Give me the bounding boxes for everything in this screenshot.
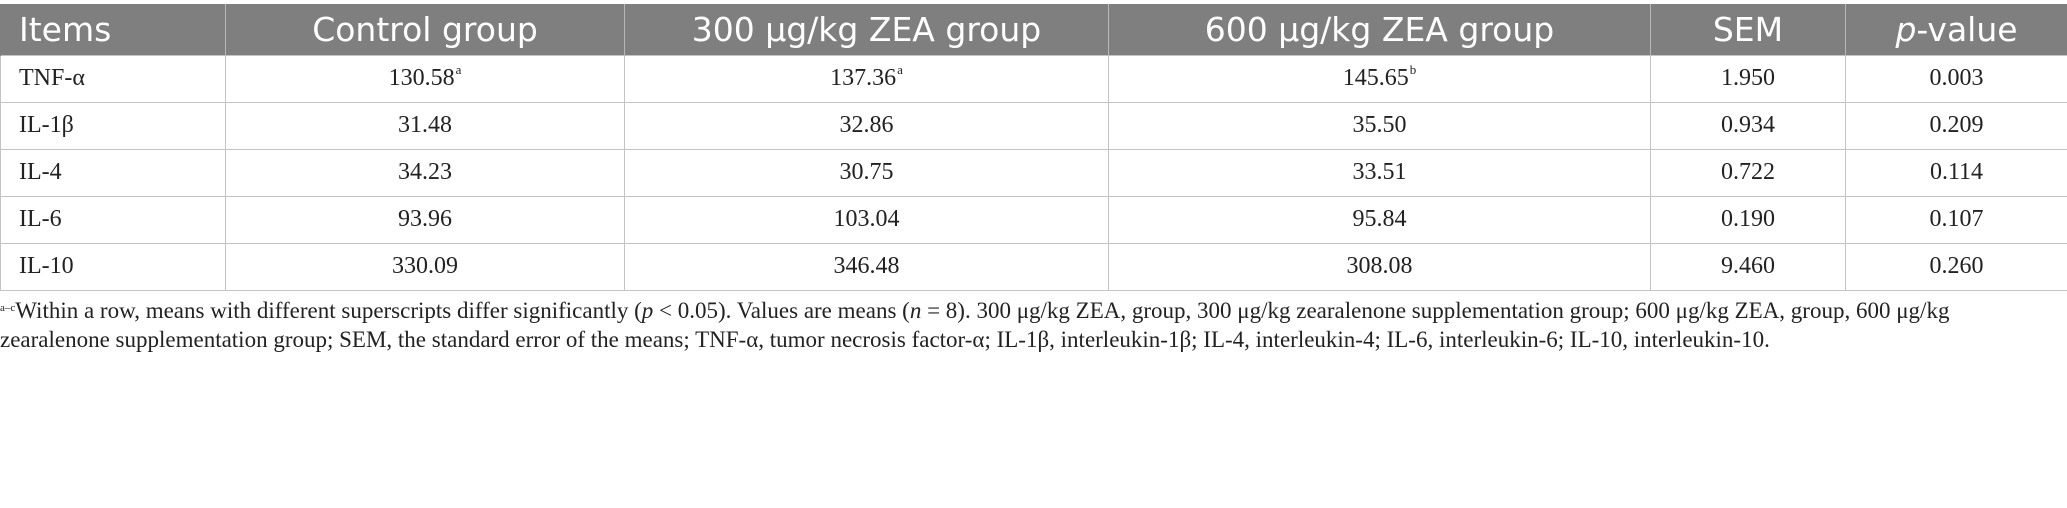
cell-superscript: b (1409, 62, 1417, 77)
cell-zea600: 145.65b (1108, 54, 1651, 103)
footnote-p-italic: p (641, 298, 654, 323)
footnote-text-2: < 0.05). Values are means ( (653, 298, 910, 323)
cell-value: 130.58 (388, 65, 455, 91)
header-sem: SEM (1650, 4, 1846, 55)
cell-control: 93.96 (225, 195, 625, 244)
cell-sem: 9.460 (1650, 242, 1846, 291)
header-items: Items (0, 4, 226, 55)
cell-p-value: 0.114 (1845, 148, 2067, 197)
cell-sem: 0.722 (1650, 148, 1846, 197)
cell-p-value: 0.209 (1845, 101, 2067, 150)
table-row: IL-6 93.96 103.04 95.84 0.190 0.107 (0, 195, 2067, 244)
cytokine-table: Items Control group 300 μg/kg ZEA group … (0, 4, 2067, 291)
table-body: TNF-α 130.58a 137.36a 145.65b 1.950 0.00… (0, 54, 2067, 291)
cell-item: TNF-α (0, 54, 226, 103)
header-p-value: p-value (1845, 4, 2067, 55)
data-table-container: Items Control group 300 μg/kg ZEA group … (0, 4, 2067, 291)
cell-sem: 0.190 (1650, 195, 1846, 244)
header-p-italic: p (1895, 9, 1917, 49)
cell-superscript: a (897, 62, 903, 77)
header-300-zea-group: 300 μg/kg ZEA group (624, 4, 1109, 55)
cell-zea600: 308.08 (1108, 242, 1651, 291)
footnote-text-1: Within a row, means with different super… (15, 298, 642, 323)
table-footnote: a–cWithin a row, means with different su… (0, 296, 2030, 354)
cell-value: 137.36 (830, 65, 897, 91)
cell-item: IL-6 (0, 195, 226, 244)
header-control-group: Control group (225, 4, 625, 55)
cell-item: IL-4 (0, 148, 226, 197)
cell-zea300: 346.48 (624, 242, 1109, 291)
cell-control: 34.23 (225, 148, 625, 197)
header-row: Items Control group 300 μg/kg ZEA group … (0, 4, 2067, 55)
cell-control: 130.58a (225, 54, 625, 103)
table-row: TNF-α 130.58a 137.36a 145.65b 1.950 0.00… (0, 54, 2067, 103)
cell-p-value: 0.260 (1845, 242, 2067, 291)
cell-p-value: 0.107 (1845, 195, 2067, 244)
cell-zea600: 33.51 (1108, 148, 1651, 197)
cell-item: IL-1β (0, 101, 226, 150)
table-row: IL-1β 31.48 32.86 35.50 0.934 0.209 (0, 101, 2067, 150)
cell-control: 31.48 (225, 101, 625, 150)
cell-sem: 0.934 (1650, 101, 1846, 150)
footnote-text-3: = 8). 300 μg/kg ZEA, group, 300 μg/kg ze… (0, 298, 1950, 352)
cell-zea300: 137.36a (624, 54, 1109, 103)
cell-zea300: 32.86 (624, 101, 1109, 150)
cell-zea300: 103.04 (624, 195, 1109, 244)
header-p-rest: -value (1916, 9, 2018, 49)
footnote-n-italic: n (909, 298, 922, 323)
cell-control: 330.09 (225, 242, 625, 291)
table-row: IL-4 34.23 30.75 33.51 0.722 0.114 (0, 148, 2067, 197)
cell-zea600: 35.50 (1108, 101, 1651, 150)
cell-item: IL-10 (0, 242, 226, 291)
cell-p-value: 0.003 (1845, 54, 2067, 103)
cell-zea300: 30.75 (624, 148, 1109, 197)
cell-superscript: a (455, 62, 462, 77)
header-600-zea-group: 600 μg/kg ZEA group (1108, 4, 1651, 55)
cell-sem: 1.950 (1650, 54, 1846, 103)
cell-value: 145.65 (1342, 65, 1409, 91)
footnote-superscript: a–c (0, 302, 16, 314)
table-header: Items Control group 300 μg/kg ZEA group … (0, 4, 2067, 55)
table-row: IL-10 330.09 346.48 308.08 9.460 0.260 (0, 242, 2067, 291)
cell-zea600: 95.84 (1108, 195, 1651, 244)
